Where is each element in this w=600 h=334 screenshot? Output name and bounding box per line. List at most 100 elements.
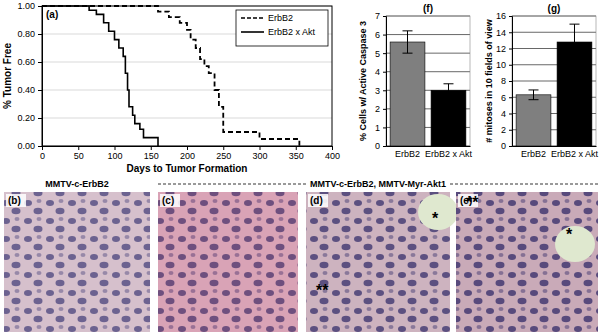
y-axis: 0246810121416 bbox=[496, 11, 513, 151]
y-axis-tick: 6 bbox=[375, 30, 386, 40]
legend-label: ErbB2 bbox=[268, 13, 293, 23]
y-axis-tick-mark bbox=[383, 127, 386, 128]
x-axis-tick: 350 bbox=[289, 146, 304, 161]
y-axis-tick-label: 14 bbox=[496, 28, 506, 38]
error-bar-cap bbox=[443, 83, 453, 84]
x-axis-tick-label: 250 bbox=[216, 151, 231, 161]
annotation: * bbox=[566, 226, 573, 243]
panel-label-box bbox=[6, 194, 26, 207]
group-bracket bbox=[450, 184, 598, 185]
error-bar-cap bbox=[529, 89, 539, 90]
y-axis-tick: 2 bbox=[375, 104, 386, 114]
grid-line bbox=[42, 62, 332, 63]
x-axis-tick: 200 bbox=[180, 146, 195, 161]
y-axis-tick-mark bbox=[383, 53, 386, 54]
x-axis: ErbB2 ErbB2 x Akt bbox=[387, 146, 473, 159]
x-axis-tick: 50 bbox=[74, 146, 84, 161]
y-axis-tick: 0.20 bbox=[17, 113, 42, 123]
panel-label: (b) bbox=[8, 195, 21, 206]
y-axis-tick-label: 10 bbox=[496, 60, 506, 70]
x-axis-tick: 150 bbox=[144, 146, 159, 161]
x-axis-tick-mark bbox=[187, 146, 188, 150]
y-axis-tick-mark bbox=[383, 90, 386, 91]
bar-chart: ErbB2ErbB2 x Akt01234567% Cells w/ Activ… bbox=[358, 3, 472, 159]
y-axis-tick-mark bbox=[509, 81, 512, 82]
error-bar-stem bbox=[574, 24, 575, 60]
y-axis: 01234567 bbox=[375, 11, 387, 151]
group-label: MMTV-c-ErbB2, MMTV-Myr-Akt1 bbox=[310, 179, 446, 189]
y-axis-tick: 16 bbox=[496, 11, 512, 21]
y-axis-tick-mark bbox=[38, 146, 42, 147]
y-axis-tick: 0 bbox=[501, 141, 512, 151]
y-axis-tick-mark bbox=[509, 49, 512, 50]
y-axis-tick-label: 12 bbox=[496, 44, 506, 54]
x-axis-tick-mark bbox=[78, 146, 79, 150]
y-axis-tick: 0.80 bbox=[17, 29, 42, 39]
panel-label: (c) bbox=[162, 195, 174, 206]
error-bar-cap bbox=[443, 96, 453, 97]
panel-label: (d) bbox=[310, 195, 323, 206]
annotation: * bbox=[432, 210, 439, 227]
y-axis-tick: 4 bbox=[375, 67, 386, 77]
y-axis-tick-label: 4 bbox=[375, 67, 380, 77]
y-axis-tick-mark bbox=[509, 114, 512, 115]
bar-chart: ErbB2ErbB2 x Akt0246810121416# mitoses i… bbox=[484, 3, 598, 159]
x-axis-line bbox=[387, 146, 471, 147]
x-axis-title: Days to Tumor Formation bbox=[127, 163, 248, 174]
y-axis-tick-label: 4 bbox=[501, 109, 506, 119]
y-axis-tick-label: 2 bbox=[375, 104, 380, 114]
error-bar-stem bbox=[533, 90, 534, 100]
y-axis-tick-label: 3 bbox=[375, 86, 380, 96]
annotation: ** bbox=[316, 282, 329, 299]
error-bar-cap bbox=[403, 30, 413, 31]
y-axis-tick-label: 0.60 bbox=[17, 57, 35, 67]
histology-image bbox=[456, 192, 598, 332]
x-axis-tick-label: ErbB2 x Akt bbox=[551, 149, 599, 159]
x-axis-tick-label: 100 bbox=[107, 151, 122, 161]
x-axis-tick-label: ErbB2 bbox=[395, 149, 420, 159]
lumen bbox=[418, 194, 458, 230]
line-chart: 0501001502002503003504000.000.200.400.60… bbox=[2, 1, 340, 174]
y-axis-tick-mark bbox=[509, 16, 512, 17]
x-axis-tick: 250 bbox=[216, 146, 231, 161]
x-axis: 050100150200250300350400 bbox=[40, 146, 340, 161]
y-axis-tick-label: 2 bbox=[501, 125, 506, 135]
x-axis-tick: 100 bbox=[107, 146, 122, 161]
x-axis-tick-mark bbox=[115, 146, 116, 150]
x-axis-tick: ErbB2 bbox=[521, 146, 546, 159]
x-axis-tick-label: 400 bbox=[325, 151, 340, 161]
y-axis-tick: 0 bbox=[375, 141, 386, 151]
x-axis-tick: ErbB2 bbox=[395, 146, 420, 159]
y-axis-tick-label: 1.00 bbox=[17, 1, 35, 11]
x-axis: ErbB2 ErbB2 x Akt bbox=[513, 146, 599, 159]
x-axis-tick: ErbB2 x Akt bbox=[551, 146, 599, 159]
panel-label: (f) bbox=[423, 3, 433, 14]
error-bar bbox=[529, 90, 539, 100]
legend-swatch bbox=[241, 31, 264, 33]
x-axis-tick-label: 150 bbox=[144, 151, 159, 161]
grid-line bbox=[42, 118, 332, 119]
image-panels: (b)(c)(d)***(e)***MMTV-c-ErbB2MMTV-c-Erb… bbox=[4, 179, 598, 332]
y-axis-tick-mark bbox=[38, 6, 42, 7]
y-axis-tick-mark bbox=[509, 32, 512, 33]
y-axis-tick-label: 6 bbox=[375, 30, 380, 40]
y-axis-tick-mark bbox=[383, 16, 386, 17]
annotation: ** bbox=[466, 194, 479, 211]
y-axis-title: % Cells w/ Active Caspase 3 bbox=[358, 21, 368, 141]
bar bbox=[516, 95, 551, 146]
y-axis-tick-mark bbox=[38, 90, 42, 91]
x-axis-tick-label: ErbB2 x Akt bbox=[425, 149, 473, 159]
error-bar-cap bbox=[403, 53, 413, 54]
x-axis-tick: 300 bbox=[252, 146, 267, 161]
y-axis-tick-mark bbox=[509, 130, 512, 131]
y-axis-tick: 0.60 bbox=[17, 57, 42, 67]
plot-frame bbox=[386, 16, 470, 146]
y-axis-tick: 2 bbox=[501, 125, 512, 135]
panel-label-box bbox=[308, 194, 328, 207]
y-axis-tick-label: 0.80 bbox=[17, 29, 35, 39]
y-axis-tick-label: 8 bbox=[501, 76, 506, 86]
series-line bbox=[42, 6, 158, 146]
error-bar bbox=[403, 31, 413, 53]
error-bar bbox=[443, 84, 453, 97]
plot-frame bbox=[42, 6, 332, 146]
